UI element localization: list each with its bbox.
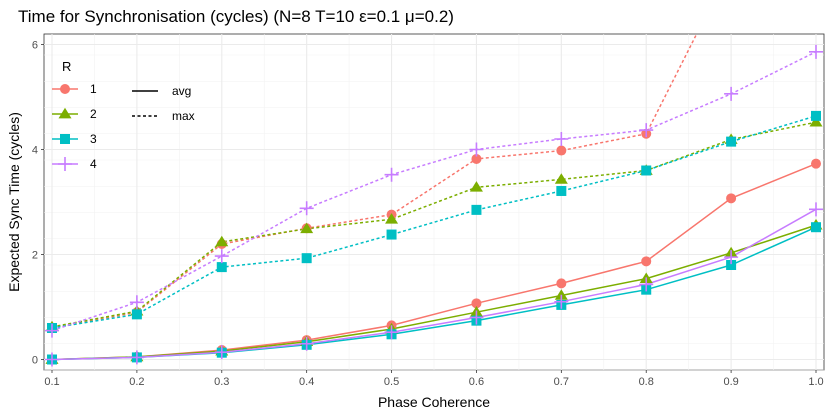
x-tick-label: 0.1 (44, 376, 59, 388)
legend: R 1 2 3 4 avg max (52, 59, 195, 171)
data-point-r4-max (299, 201, 314, 216)
x-tick-label: 0.8 (639, 376, 654, 388)
axes: 0 2 4 6 0.1 0.2 0.3 0.4 0.5 0.6 0.7 0.8 0.9 1.0 (32, 40, 824, 389)
x-axis-label: Phase Coherence (378, 394, 490, 410)
chart-title: Time for Synchronisation (cycles) (N=8 T… (18, 7, 454, 26)
data-point-r3-max (386, 229, 397, 240)
data-point-r2-max (300, 222, 314, 234)
data-point-r4-max (214, 249, 229, 264)
data-point-r4-max (554, 132, 569, 146)
data-point-r4-avg (724, 250, 739, 265)
data-point-r1-avg (726, 193, 737, 204)
data-point-r3-max (641, 165, 652, 176)
x-tick-label: 0.5 (384, 376, 399, 388)
series-line-r2-avg (51, 224, 817, 361)
data-point-r4-max (45, 323, 59, 338)
legend-key-marker-r3 (60, 134, 70, 144)
data-point-r4-avg (45, 352, 59, 367)
legend-key-marker-r4 (58, 157, 72, 171)
legend-label-r2: 2 (90, 107, 97, 121)
data-point-r3-max (301, 253, 312, 264)
data-point-r4-avg (554, 294, 569, 309)
legend-label-max: max (172, 109, 195, 123)
x-tick-label: 0.4 (299, 376, 314, 388)
data-point-r2-max (809, 116, 823, 127)
data-point-r4-avg (384, 325, 399, 340)
data-point-r4-avg (214, 345, 229, 360)
data-point-r4-avg (129, 350, 144, 365)
legend-label-r4: 4 (90, 157, 97, 171)
data-point-r2-max (385, 213, 399, 224)
data-point-r4-avg (299, 336, 314, 351)
data-point-r4-max (469, 142, 484, 157)
series-line-r4-max (51, 51, 817, 332)
data-point-r4-max (384, 167, 399, 182)
data-point-r1-avg (641, 256, 652, 267)
x-tick-label: 0.7 (554, 376, 569, 388)
y-axis-label: Expected Sync Time (cycles) (6, 112, 22, 292)
data-point-r4-avg (639, 277, 654, 292)
x-tick-label: 1.0 (808, 376, 823, 388)
series-line-r1-max (51, 34, 698, 329)
data-point-r4-max (724, 86, 739, 101)
y-tick-label: 6 (32, 40, 38, 52)
y-tick-label: 0 (32, 355, 38, 367)
data-point-r3-avg (726, 260, 737, 270)
x-tick-label: 0.6 (469, 376, 484, 388)
data-point-r2-max (469, 181, 483, 192)
legend-label-avg: avg (172, 84, 191, 98)
series-markers (45, 44, 823, 367)
data-point-r4-avg (469, 310, 484, 325)
data-point-r4-max (129, 295, 144, 310)
data-point-r3-max (726, 136, 737, 147)
series-line-r2-max (51, 121, 817, 328)
data-point-r3-max (556, 185, 567, 196)
series-lines (51, 34, 817, 361)
y-tick-label: 4 (32, 145, 38, 157)
data-point-r4-max (639, 123, 654, 138)
data-point-r1-avg (556, 278, 567, 289)
x-tick-label: 0.3 (214, 376, 229, 388)
series-line-r3-max (51, 115, 817, 329)
data-point-r2-avg (554, 289, 568, 300)
data-point-r1-max (556, 145, 567, 156)
legend-label-r1: 1 (90, 82, 97, 96)
legend-title: R (62, 59, 71, 74)
data-point-r2-max (554, 173, 568, 184)
data-point-r4-max (809, 44, 823, 59)
x-tick-label: 0.2 (129, 376, 144, 388)
data-point-r4-avg (809, 202, 823, 217)
legend-key-marker-r2 (58, 107, 72, 119)
data-point-r2-max (215, 235, 229, 247)
data-point-r1-avg (811, 158, 821, 169)
data-point-r3-max (811, 110, 821, 121)
data-point-r3-max (131, 309, 142, 320)
y-tick-label: 2 (32, 250, 38, 262)
series-line-r4-avg (51, 208, 817, 361)
data-point-r1-avg (471, 298, 482, 309)
legend-label-r3: 3 (90, 132, 97, 146)
legend-key-marker-r1 (60, 84, 70, 94)
data-point-r3-max (216, 262, 227, 273)
data-point-r3-max (471, 204, 482, 215)
data-point-r1-max (471, 153, 482, 164)
grid (44, 34, 824, 371)
data-point-r3-avg (811, 222, 821, 233)
x-tick-label: 0.9 (723, 376, 738, 388)
